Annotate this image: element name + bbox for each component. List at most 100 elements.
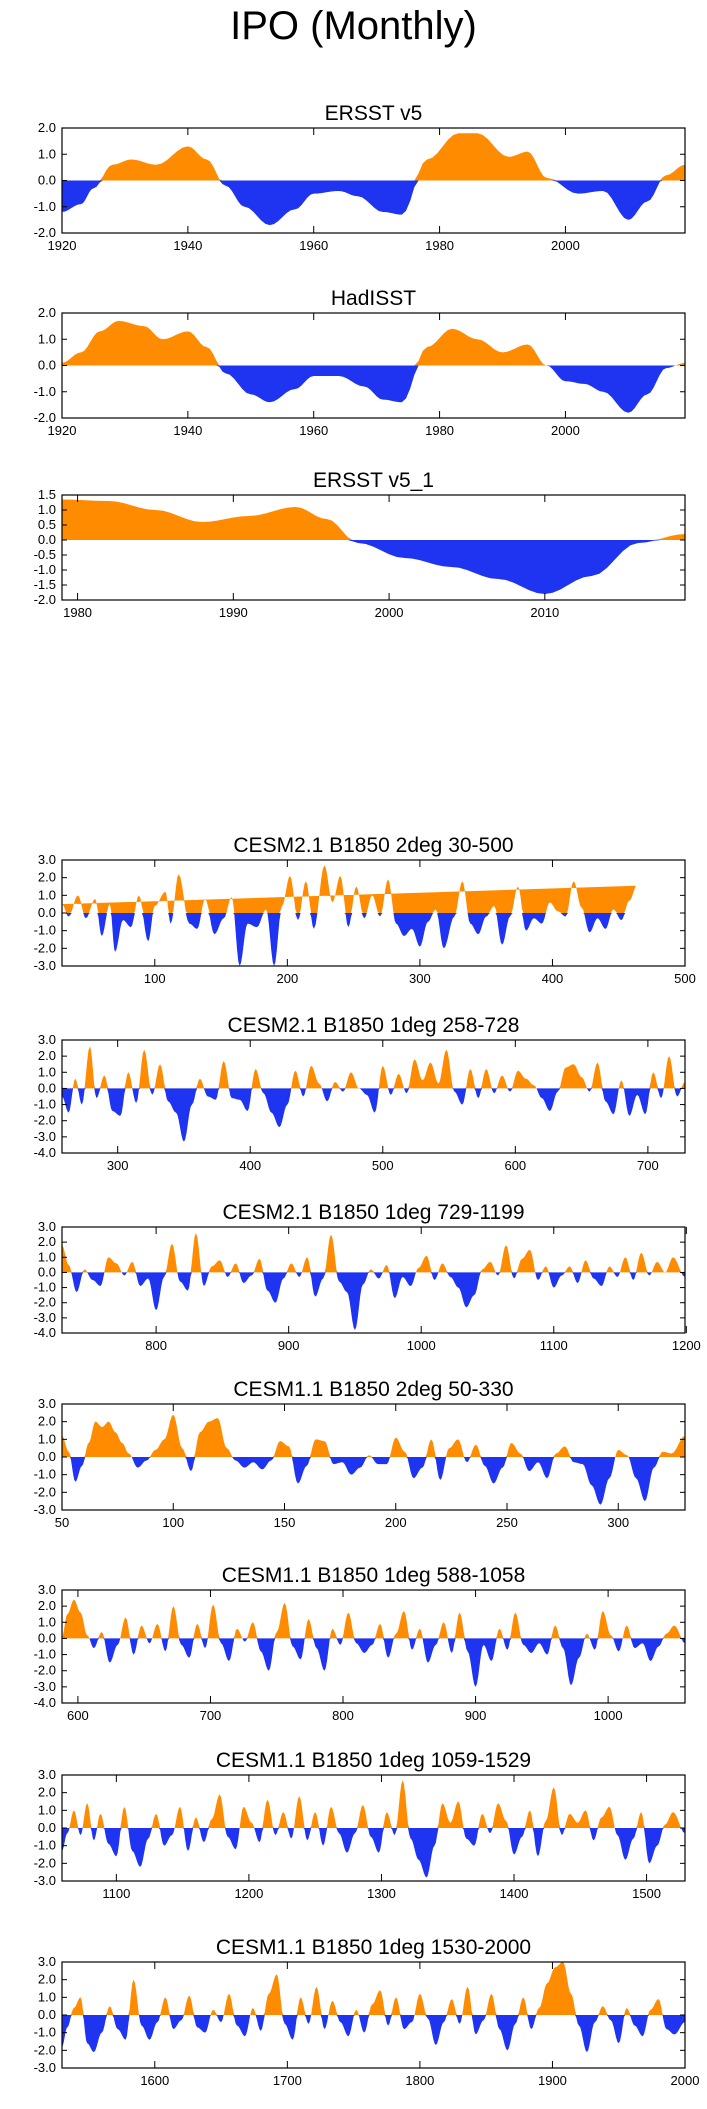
chart-panel-5: CESM2.1 B1850 1deg 258-728 3.02.01.00.0 -1… xyxy=(34,1014,686,1173)
chart-title: ERSST v5_1 xyxy=(313,469,434,492)
y-tick-label: 0.0 xyxy=(38,173,56,188)
y-tick-label: 0.0 xyxy=(38,905,56,920)
x-tick-label: 200 xyxy=(385,1515,407,1530)
y-tick-label: -2.0 xyxy=(34,225,56,240)
x-tick-label: 1200 xyxy=(234,1886,263,1901)
chart-title: CESM2.1 B1850 2deg 30-500 xyxy=(233,834,513,857)
y-tick-label: 1.5 xyxy=(38,487,56,502)
positive-area xyxy=(62,1414,685,1457)
y-tick-label: -2.0 xyxy=(34,1113,56,1128)
positive-area xyxy=(62,1233,685,1273)
chart-title: ERSST v5 xyxy=(325,102,423,125)
y-tick-label: -2.0 xyxy=(34,592,56,607)
chart-title: CESM1.1 B1850 1deg 588-1058 xyxy=(222,1564,526,1587)
negative-area xyxy=(62,1088,685,1142)
y-tick-label: 3.0 xyxy=(38,1396,56,1411)
y-tick-label: -0.5 xyxy=(34,547,56,562)
y-tick-label: 0.0 xyxy=(38,1820,56,1835)
x-tick-label: 250 xyxy=(496,1515,518,1530)
positive-area xyxy=(62,133,685,181)
y-tick-label: 3.0 xyxy=(38,1954,56,1969)
y-tick-label: 3.0 xyxy=(38,852,56,867)
y-tick-label: 0.0 xyxy=(38,1449,56,1464)
y-tick-label: 1.0 xyxy=(38,331,56,346)
y-tick-label: -1.0 xyxy=(34,2025,56,2040)
y-tick-label: -1.0 xyxy=(34,199,56,214)
chart-title: CESM1.1 B1850 1deg 1059-1529 xyxy=(216,1749,531,1772)
x-tick-label: 1800 xyxy=(405,2073,434,2088)
plot-frame xyxy=(61,1039,686,1154)
negative-area xyxy=(62,1272,685,1330)
x-tick-label: 700 xyxy=(637,1158,659,1173)
y-tick-label: 1.0 xyxy=(38,1431,56,1446)
y-tick-label: -2.0 xyxy=(34,940,56,955)
x-tick-label: 2000 xyxy=(671,2073,700,2088)
y-tick-label: 1.0 xyxy=(38,146,56,161)
y-tick-label: -4.0 xyxy=(34,1325,56,1340)
y-tick-label: -1.0 xyxy=(34,923,56,938)
x-tick-label: 1960 xyxy=(299,423,328,438)
y-tick-label: -1.0 xyxy=(34,1838,56,1853)
x-tick-label: 1940 xyxy=(173,238,202,253)
y-tick-label: -1.0 xyxy=(34,384,56,399)
y-tick-label: 2.0 xyxy=(38,870,56,885)
x-tick-label: 200 xyxy=(276,971,298,986)
x-tick-label: 2000 xyxy=(375,605,404,620)
y-tick-label: 2.0 xyxy=(38,1414,56,1429)
x-tick-label: 1500 xyxy=(632,1886,661,1901)
negative-area xyxy=(62,913,636,966)
y-tick-label: -1.0 xyxy=(34,1280,56,1295)
x-tick-label: 1960 xyxy=(299,238,328,253)
x-tick-label: 1980 xyxy=(63,605,92,620)
x-tick-label: 100 xyxy=(162,1515,184,1530)
x-tick-label: 50 xyxy=(55,1515,69,1530)
x-tick-label: 1920 xyxy=(48,238,77,253)
y-tick-label: -2.0 xyxy=(34,2042,56,2057)
positive-area xyxy=(62,1599,685,1639)
negative-area xyxy=(62,1638,685,1687)
positive-area xyxy=(62,1046,685,1089)
x-tick-label: 1980 xyxy=(425,423,454,438)
y-tick-label: 2.0 xyxy=(38,305,56,320)
y-tick-label: -4.0 xyxy=(34,1695,56,1710)
y-tick-label: 1.0 xyxy=(38,502,56,517)
y-tick-label: -2.0 xyxy=(34,1663,56,1678)
x-tick-label: 500 xyxy=(674,971,696,986)
x-tick-label: 2000 xyxy=(551,238,580,253)
x-tick-label: 700 xyxy=(200,1708,222,1723)
x-tick-label: 2010 xyxy=(530,605,559,620)
y-tick-label: 1.0 xyxy=(38,1064,56,1079)
x-tick-label: 1600 xyxy=(140,2073,169,2088)
y-tick-label: 0.0 xyxy=(38,1080,56,1095)
y-tick-label: 1.0 xyxy=(38,1614,56,1629)
chart-panel-3: ERSST v5_1 1.51.00.50.0-0.5-1.0-1.5-2.0 19… xyxy=(34,469,686,620)
x-tick-label: 1100 xyxy=(540,1338,568,1353)
y-tick-label: 0.0 xyxy=(38,1264,56,1279)
x-tick-label: 1300 xyxy=(367,1886,396,1901)
negative-area xyxy=(62,180,685,226)
x-tick-label: 1100 xyxy=(102,1886,130,1901)
x-tick-label: 1920 xyxy=(48,423,77,438)
y-tick-label: -1.0 xyxy=(34,1467,56,1482)
x-tick-label: 800 xyxy=(145,1338,167,1353)
y-tick-label: -3.0 xyxy=(34,1502,56,1517)
x-tick-label: 300 xyxy=(409,971,431,986)
x-tick-label: 1990 xyxy=(219,605,248,620)
chart-panel-10: CESM1.1 B1850 1deg 1530-2000 3.0 2.0 1.0 0.0… xyxy=(34,1936,700,2088)
y-tick-label: -3.0 xyxy=(34,1679,56,1694)
negative-area xyxy=(62,365,685,413)
positive-area xyxy=(62,1962,685,2015)
y-tick-label: 2.0 xyxy=(38,120,56,135)
y-tick-label: 3.0 xyxy=(38,1767,56,1782)
x-tick-label: 150 xyxy=(274,1515,296,1530)
x-tick-label: 400 xyxy=(239,1158,261,1173)
y-tick-label: -2.0 xyxy=(34,410,56,425)
positive-area xyxy=(62,1780,685,1828)
x-tick-label: 100 xyxy=(144,971,166,986)
y-tick-label: -4.0 xyxy=(34,1145,56,1160)
chart-title: CESM2.1 B1850 1deg 729-1199 xyxy=(223,1201,525,1224)
x-tick-label: 1940 xyxy=(173,423,202,438)
